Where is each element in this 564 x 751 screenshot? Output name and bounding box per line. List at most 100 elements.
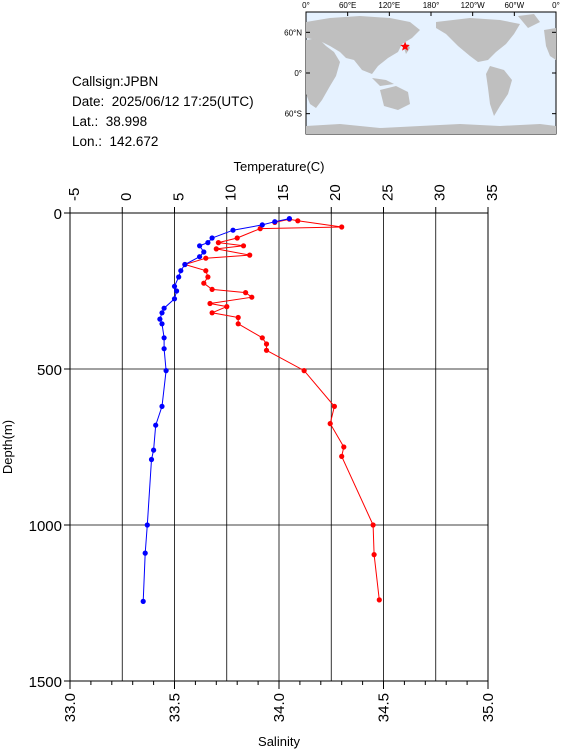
temperature-tick-label: 0 xyxy=(118,193,135,201)
temperature-point xyxy=(301,368,307,374)
salinity-point xyxy=(151,447,157,453)
salinity-point xyxy=(161,335,167,341)
lat-row: Lat.: 38.998 xyxy=(72,112,254,132)
salinity-point xyxy=(171,283,178,289)
temperature-point xyxy=(213,246,219,252)
salinity-point xyxy=(176,274,182,280)
temperature-point xyxy=(263,347,270,353)
temperature-point xyxy=(249,294,255,300)
temperature-point xyxy=(234,235,240,241)
temperature-point xyxy=(224,304,230,310)
temperature-point xyxy=(339,453,345,459)
temperature-line xyxy=(183,218,380,600)
salinity-point xyxy=(201,249,207,255)
depth-axis-title: Depth(m) xyxy=(0,420,15,474)
date-label: Date: xyxy=(72,94,105,109)
map-lon-label: 120°W xyxy=(461,1,486,10)
map-land xyxy=(306,14,556,134)
salinity-point xyxy=(209,235,215,241)
depth-tick-label: 1500 xyxy=(29,674,62,691)
temperature-point xyxy=(215,240,221,246)
salinity-point xyxy=(178,268,184,274)
land-indonesia xyxy=(372,78,394,86)
map-lon-label: 60°E xyxy=(339,1,356,10)
lat-label: Lat.: xyxy=(72,114,99,129)
temperature-point xyxy=(235,314,241,321)
temperature-point xyxy=(341,444,347,450)
temperature-point xyxy=(205,274,211,280)
temperature-tick-label: 35 xyxy=(484,184,501,201)
temperature-tick-label: 5 xyxy=(170,193,187,201)
salinity-point xyxy=(159,403,165,409)
salinity-point xyxy=(140,598,146,605)
land-europe-east-edge xyxy=(544,28,556,60)
temperature-point xyxy=(259,335,265,341)
temperature-point xyxy=(207,300,213,307)
land-south-america xyxy=(486,66,512,116)
salinity-point xyxy=(171,296,178,302)
salinity-point xyxy=(157,316,163,322)
map-lon-label: 60°W xyxy=(505,1,525,10)
temperature-point xyxy=(327,421,333,427)
series-layer xyxy=(140,216,382,605)
salinity-point xyxy=(161,346,167,352)
temperature-point xyxy=(263,341,270,347)
map-lat-label: 0° xyxy=(294,69,302,78)
lon-label: Lon.: xyxy=(72,134,103,149)
chart-grid xyxy=(70,213,488,681)
map-lon-label: 120°E xyxy=(378,1,400,10)
temperature-point xyxy=(331,403,337,409)
salinity-tick-label: 35.0 xyxy=(480,693,497,722)
temperature-point xyxy=(376,597,382,603)
land-north-america xyxy=(436,18,520,62)
world-map: 0° 60°E 120°E 180° 120°W 60°W 0° 60°N 0° 60°S xyxy=(284,1,560,135)
temperature-point xyxy=(235,321,241,327)
callsign-text: Callsign:JPBN xyxy=(72,74,159,89)
land-eurasia xyxy=(306,16,420,74)
salinity-point xyxy=(142,550,148,556)
date-row: Date: 2025/06/12 17:25(UTC) xyxy=(72,92,254,112)
temperature-point xyxy=(339,224,345,230)
salinity-tick-label: 33.5 xyxy=(166,693,183,722)
salinity-point xyxy=(197,243,203,249)
temperature-axis: -5 0 5 10 15 20 25 30 35 xyxy=(66,184,501,213)
station-marker-icon xyxy=(400,41,410,51)
salinity-point xyxy=(148,456,155,463)
salinity-series xyxy=(140,216,292,605)
map-lat-label: 60°S xyxy=(285,110,302,119)
temperature-tick-label: 20 xyxy=(327,184,344,201)
temperature-point xyxy=(201,280,207,286)
lat-value: 38.998 xyxy=(105,114,148,129)
salinity-point xyxy=(197,254,203,260)
map-top-labels: 0° 60°E 120°E 180° 120°W 60°W 0° xyxy=(302,1,560,10)
salinity-tick-label: 34.5 xyxy=(375,693,392,722)
temperature-point xyxy=(203,268,209,274)
temperature-point xyxy=(209,310,215,316)
temperature-point xyxy=(240,243,247,249)
salinity-point xyxy=(272,219,278,225)
salinity-point xyxy=(174,288,180,294)
temperature-point xyxy=(370,522,376,528)
land-greenland xyxy=(518,14,540,28)
land-australia xyxy=(380,86,410,110)
depth-tick-label: 500 xyxy=(37,362,62,379)
salinity-line xyxy=(142,218,290,602)
salinity-axis-title: Salinity xyxy=(258,734,300,749)
salinity-point xyxy=(144,522,150,528)
temperature-point xyxy=(203,255,209,261)
temperature-tick-label: 25 xyxy=(379,184,396,201)
salinity-point xyxy=(205,240,211,246)
salinity-axis: 33.0 33.5 34.0 34.5 35.0 xyxy=(62,681,497,722)
map-lon-label: 180° xyxy=(423,1,440,10)
temperature-tick-label: 10 xyxy=(223,184,240,201)
land-africa xyxy=(306,38,340,108)
salinity-point xyxy=(159,321,165,327)
salinity-point xyxy=(163,368,169,374)
salinity-point xyxy=(286,216,292,222)
salinity-point xyxy=(153,422,159,428)
salinity-tick-label: 33.0 xyxy=(62,693,79,722)
temperature-point xyxy=(247,252,253,258)
salinity-point xyxy=(161,305,167,311)
map-left-labels: 60°N 0° 60°S xyxy=(284,28,302,118)
